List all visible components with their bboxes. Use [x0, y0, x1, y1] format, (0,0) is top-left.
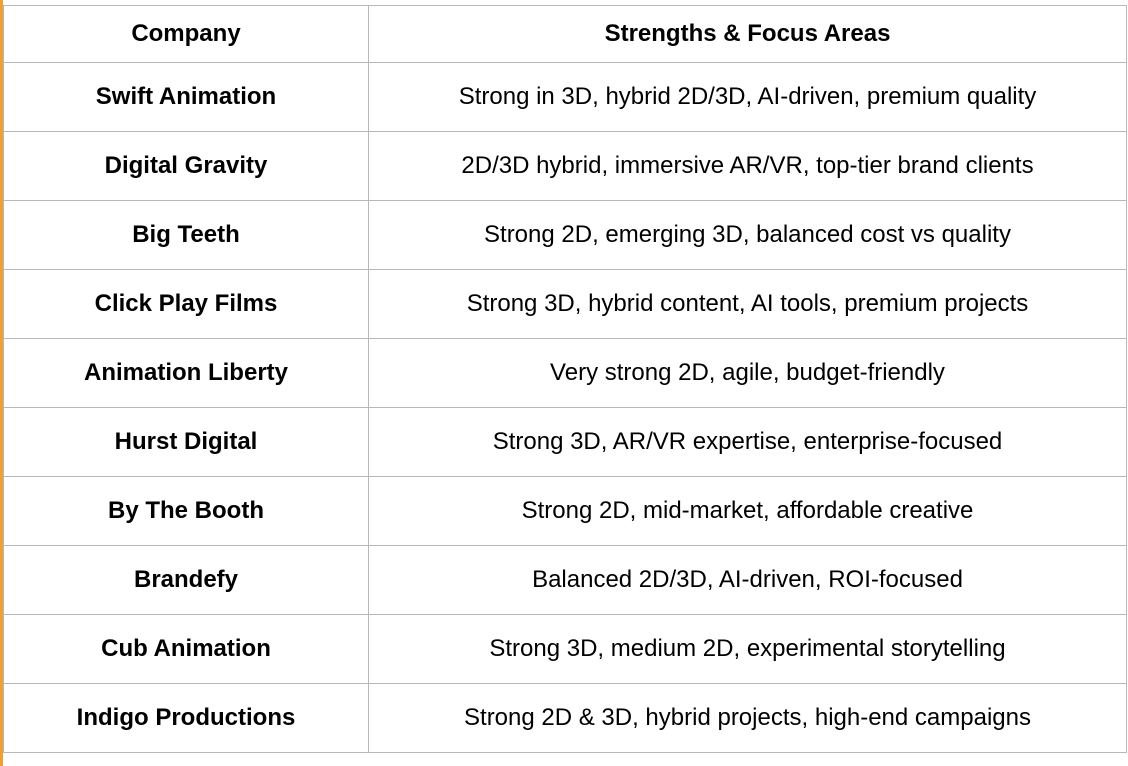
company-cell: Swift Animation [3, 62, 369, 132]
table-row: Hurst Digital Strong 3D, AR/VR expertise… [3, 407, 1127, 477]
table-row: Brandefy Balanced 2D/3D, AI-driven, ROI-… [3, 545, 1127, 615]
company-cell: Brandefy [3, 545, 369, 615]
strengths-cell: 2D/3D hybrid, immersive AR/VR, top-tier … [368, 131, 1127, 201]
strengths-cell: Strong 3D, hybrid content, AI tools, pre… [368, 269, 1127, 339]
table-row: Click Play Films Strong 3D, hybrid conte… [3, 269, 1127, 339]
company-comparison-table: Company Strengths & Focus Areas Swift An… [3, 5, 1127, 753]
table-row: Big Teeth Strong 2D, emerging 3D, balanc… [3, 200, 1127, 270]
strengths-cell: Strong in 3D, hybrid 2D/3D, AI-driven, p… [368, 62, 1127, 132]
company-cell: Animation Liberty [3, 338, 369, 408]
table-row: Digital Gravity 2D/3D hybrid, immersive … [3, 131, 1127, 201]
company-cell: Indigo Productions [3, 683, 369, 753]
left-accent-bar [0, 0, 3, 766]
strengths-cell: Strong 2D & 3D, hybrid projects, high-en… [368, 683, 1127, 753]
company-cell: Click Play Films [3, 269, 369, 339]
company-cell: Cub Animation [3, 614, 369, 684]
strengths-cell: Strong 3D, AR/VR expertise, enterprise-f… [368, 407, 1127, 477]
strengths-cell: Balanced 2D/3D, AI-driven, ROI-focused [368, 545, 1127, 615]
strengths-cell: Very strong 2D, agile, budget-friendly [368, 338, 1127, 408]
table-row: Indigo Productions Strong 2D & 3D, hybri… [3, 683, 1127, 753]
strengths-cell: Strong 2D, emerging 3D, balanced cost vs… [368, 200, 1127, 270]
company-cell: By The Booth [3, 476, 369, 546]
table-header-row: Company Strengths & Focus Areas [3, 5, 1127, 63]
company-cell: Digital Gravity [3, 131, 369, 201]
strengths-cell: Strong 2D, mid-market, affordable creati… [368, 476, 1127, 546]
company-cell: Big Teeth [3, 200, 369, 270]
strengths-cell: Strong 3D, medium 2D, experimental story… [368, 614, 1127, 684]
table-row: Cub Animation Strong 3D, medium 2D, expe… [3, 614, 1127, 684]
company-cell: Hurst Digital [3, 407, 369, 477]
table-row: Swift Animation Strong in 3D, hybrid 2D/… [3, 62, 1127, 132]
header-company: Company [3, 5, 369, 63]
table-row: Animation Liberty Very strong 2D, agile,… [3, 338, 1127, 408]
table-row: By The Booth Strong 2D, mid-market, affo… [3, 476, 1127, 546]
header-strengths: Strengths & Focus Areas [368, 5, 1127, 63]
